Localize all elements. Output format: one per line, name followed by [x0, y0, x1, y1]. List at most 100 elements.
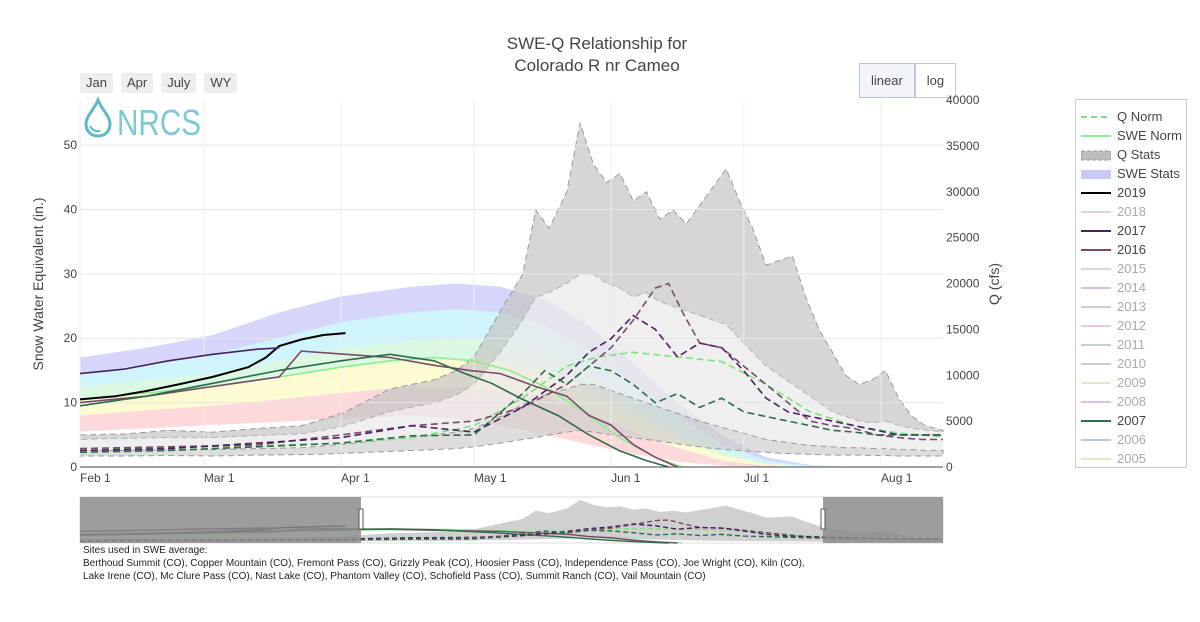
y-left-tick-label: 40: [64, 202, 78, 216]
range-slider-handle-right: [820, 508, 826, 530]
range-slider-mask-right: [823, 497, 943, 543]
y-right-tick-label: 20000: [946, 277, 980, 291]
swe-band-max: [80, 283, 881, 467]
sites-note: Sites used in SWE average: Berthoud Summ…: [83, 544, 805, 583]
legend-swatch: [1081, 343, 1111, 346]
legend-swatch: [1081, 419, 1111, 422]
legend-swatch: [1081, 267, 1111, 270]
swe-band-p30: [80, 386, 881, 467]
legend-item-2016[interactable]: 2016: [1076, 240, 1146, 259]
legend-label: 2010: [1117, 356, 1146, 371]
legend-label: 2006: [1117, 432, 1146, 447]
legend-swatch: [1081, 438, 1111, 441]
log-scale-button[interactable]: log: [914, 63, 957, 98]
series-line-2017-q: [79, 314, 943, 452]
legend-item-2019[interactable]: 2019: [1076, 183, 1146, 202]
y-left-tick-label: 10: [64, 396, 78, 410]
series-line-2019: [79, 332, 346, 401]
legend-swatch: [1081, 400, 1111, 403]
sites-line-2: Lake Irene (CO), Mc Clure Pass (CO), Nas…: [83, 571, 706, 582]
legend-item-swe-stats[interactable]: SWE Stats: [1076, 164, 1180, 183]
x-tick-label: Jun 1: [611, 471, 641, 485]
legend-item-2012[interactable]: 2012: [1076, 316, 1146, 335]
legend-item-2010[interactable]: 2010: [1076, 354, 1146, 373]
y-right-tick-label: 15000: [946, 322, 980, 336]
y-left-tick-label: 0: [70, 460, 77, 474]
q-stats-lower-area: [79, 383, 944, 457]
y-left-tick-label: 20: [64, 331, 78, 345]
legend-swatch: [1081, 324, 1111, 327]
legend-swatch: [1081, 150, 1111, 160]
legend-swatch: [1081, 229, 1111, 232]
y-right-tick-label: 5000: [946, 414, 973, 428]
legend-label: 2005: [1117, 451, 1146, 466]
legend-item-q-norm[interactable]: Q Norm: [1076, 107, 1163, 126]
series-line-2016-q: [79, 282, 943, 450]
scale-toggle: linear log: [859, 63, 957, 98]
y-right-tick-label: 30000: [946, 185, 980, 199]
legend-item-2013[interactable]: 2013: [1076, 297, 1146, 316]
legend-label: 2016: [1117, 242, 1146, 257]
legend-swatch: [1081, 362, 1111, 365]
legend-item-2011[interactable]: 2011: [1076, 335, 1145, 354]
legend-swatch: [1081, 191, 1111, 194]
legend-item-2005[interactable]: 2005: [1076, 449, 1146, 468]
legend-label: 2011: [1117, 337, 1145, 352]
legend-label: 2008: [1117, 394, 1146, 409]
legend-label: Q Stats: [1117, 147, 1161, 162]
legend-label: 2012: [1117, 318, 1146, 333]
legend-item-2015[interactable]: 2015: [1076, 259, 1146, 278]
x-tick-label: Feb 1: [80, 471, 111, 485]
range-button-wy[interactable]: WY: [204, 73, 238, 93]
y-left-tick-label: 30: [64, 267, 78, 281]
y-right-tick-label: 10000: [946, 368, 980, 382]
chart-title-line2: Colorado R nr Cameo: [514, 56, 680, 75]
range-slider-mask-left: [80, 497, 361, 543]
range-selector: Jan Apr July WY: [80, 73, 238, 93]
series-line-2007: [79, 353, 669, 468]
legend-swatch: [1081, 457, 1111, 460]
legend-label: 2019: [1117, 185, 1146, 200]
nrcs-logo: NRCS: [84, 95, 201, 143]
legend-swatch: [1081, 134, 1111, 137]
linear-scale-button[interactable]: linear: [859, 63, 915, 98]
q-stats-upper-area: [79, 122, 944, 441]
series-line-2016: [79, 350, 678, 468]
legend-item-q-stats[interactable]: Q Stats: [1076, 145, 1160, 164]
legend-item-2014[interactable]: 2014: [1076, 278, 1146, 297]
legend-item-2018[interactable]: 2018: [1076, 202, 1146, 221]
legend-item-2006[interactable]: 2006: [1076, 430, 1146, 449]
legend-item-2017[interactable]: 2017: [1076, 221, 1146, 240]
y-right-tick-label: 40000: [946, 93, 980, 107]
chart-title-line1: SWE-Q Relationship for: [506, 34, 688, 53]
range-slider[interactable]: [79, 496, 944, 544]
range-button-july[interactable]: July: [161, 73, 197, 93]
y-axis-right-label: Q (cfs): [986, 263, 1002, 305]
legend-item-2009[interactable]: 2009: [1076, 373, 1146, 392]
legend: Q Norm SWE Norm Q Stats SWE Stats 2019 2018 20…: [1075, 99, 1187, 468]
x-tick-label: Jul 1: [744, 471, 770, 485]
legend-swatch: [1081, 286, 1111, 289]
x-tick-label: May 1: [474, 471, 507, 485]
legend-item-2007[interactable]: 2007: [1076, 411, 1146, 430]
sites-line-1: Berthoud Summit (CO), Copper Mountain (C…: [83, 558, 805, 569]
legend-item-swe-norm[interactable]: SWE Norm: [1076, 126, 1182, 145]
q-stats-middle-area: [80, 274, 943, 451]
legend-label: 2015: [1117, 261, 1146, 276]
legend-label: 2014: [1117, 280, 1146, 295]
series-line-2007-q: [79, 365, 943, 454]
range-button-jan[interactable]: Jan: [80, 73, 113, 93]
range-button-apr[interactable]: Apr: [120, 73, 154, 93]
legend-item-2008[interactable]: 2008: [1076, 392, 1146, 411]
water-drop-icon: [84, 95, 112, 138]
legend-label: 2007: [1117, 413, 1146, 428]
chart-title: SWE-Q Relationship for Colorado R nr Cam…: [0, 33, 1194, 77]
x-tick-label: Apr 1: [341, 471, 370, 485]
y-right-tick-label: 35000: [946, 139, 980, 153]
x-tick-label: Aug 1: [881, 471, 913, 485]
y-right-tick-label: 0: [946, 460, 953, 474]
range-slider-line: [79, 519, 943, 542]
legend-swatch: [1081, 305, 1111, 308]
legend-swatch: [1081, 381, 1111, 384]
